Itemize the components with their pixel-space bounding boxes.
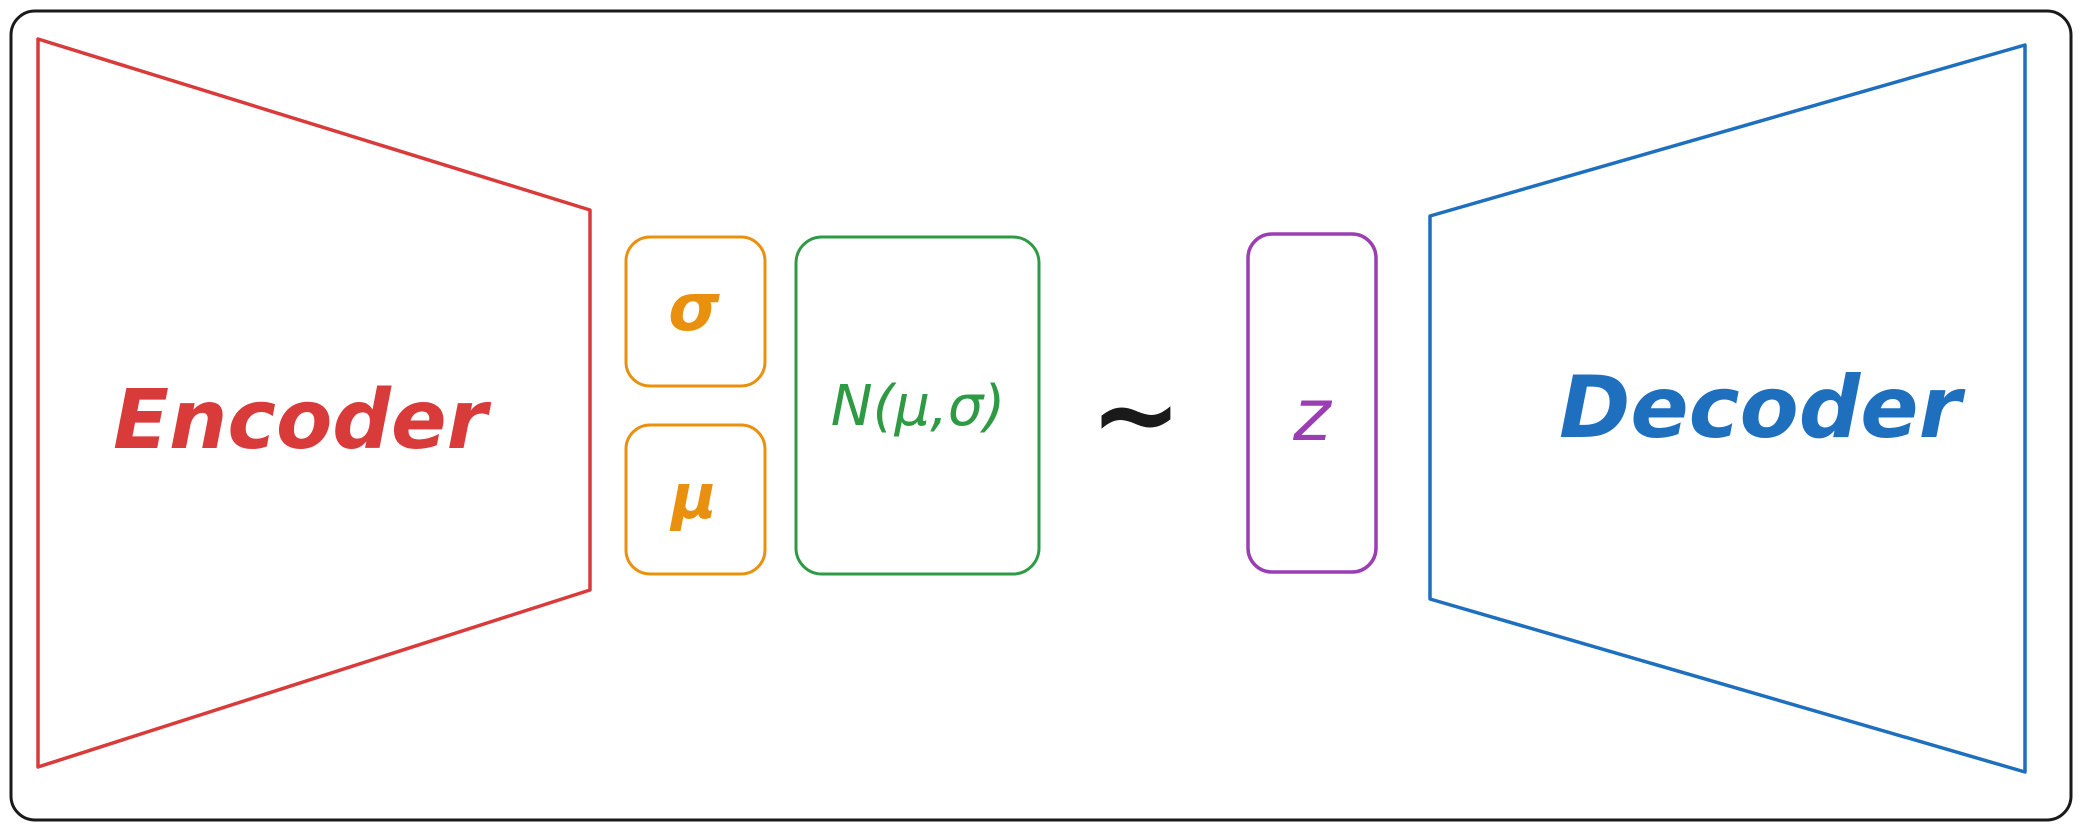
latent-z-box (1246, 232, 1378, 574)
encoder-label: Encoder (113, 373, 492, 468)
distribution-label: N(μ,σ) (831, 374, 1006, 439)
mu-box (624, 423, 767, 576)
sigma-box (624, 235, 767, 388)
latent-z-label: z (1292, 373, 1333, 457)
encoder-shape (36, 37, 592, 769)
sample-tilde-symbol: ~ (1090, 350, 1182, 478)
sigma-label: σ (668, 269, 720, 346)
mu-label: μ (669, 460, 717, 533)
decoder-label: Decoder (1559, 358, 1966, 458)
distribution-box (794, 235, 1041, 576)
outer-frame (9, 9, 2073, 822)
decoder-shape (1428, 43, 2027, 774)
